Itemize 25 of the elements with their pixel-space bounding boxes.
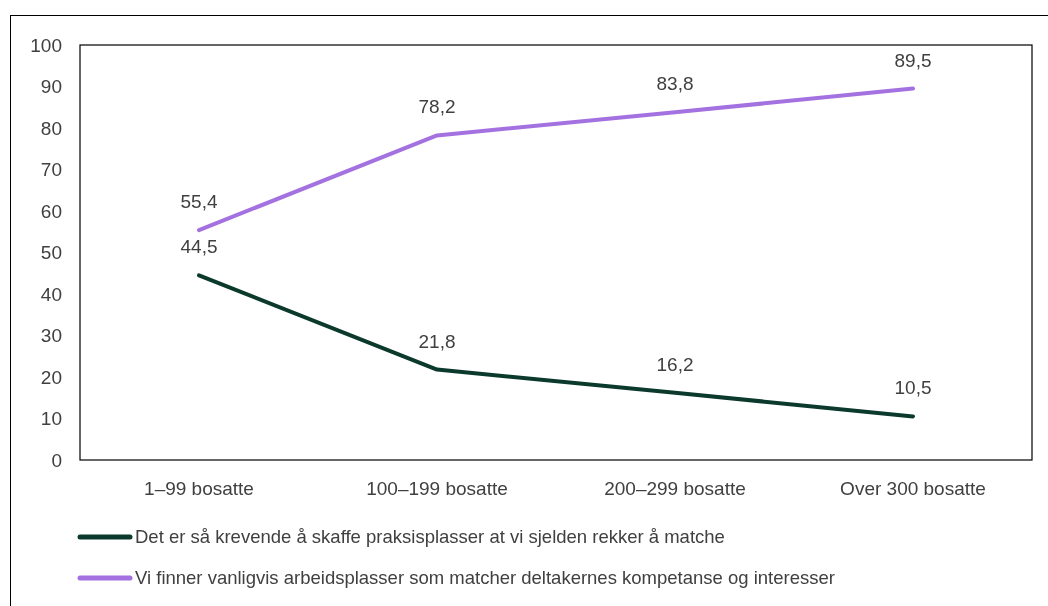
data-label: 55,4 [180, 191, 218, 213]
y-tick-label: 50 [40, 242, 62, 264]
x-tick-label: 1–99 bosatte [144, 478, 254, 499]
y-tick-label: 0 [51, 449, 62, 471]
x-tick-label: 200–299 bosatte [604, 478, 746, 499]
data-label: 78,2 [418, 96, 456, 118]
data-label: 21,8 [418, 330, 456, 352]
data-label: 10,5 [894, 377, 932, 399]
y-tick-label: 30 [40, 325, 62, 347]
y-tick-label: 40 [40, 283, 62, 305]
y-tick-label: 100 [30, 34, 62, 56]
y-tick-label: 70 [40, 159, 62, 181]
x-tick-label: 100–199 bosatte [366, 478, 508, 499]
y-tick-label: 10 [40, 408, 62, 430]
y-tick-label: 20 [40, 366, 62, 388]
legend-label: Det er så krevende å skaffe praksisplasser at vi sjelden rekker å matche [135, 526, 725, 548]
y-tick-label: 90 [40, 76, 62, 98]
data-label: 83,8 [656, 73, 694, 95]
data-label: 16,2 [656, 353, 694, 375]
x-tick-label: Over 300 bosatte [840, 478, 986, 499]
legend-label: Vi finner vanligvis arbeidsplasser som matcher deltakernes kompetanse og interesser [135, 567, 835, 589]
data-label: 44,5 [180, 236, 218, 258]
y-tick-label: 80 [40, 117, 62, 139]
data-label: 89,5 [894, 49, 932, 71]
y-tick-label: 60 [40, 200, 62, 222]
